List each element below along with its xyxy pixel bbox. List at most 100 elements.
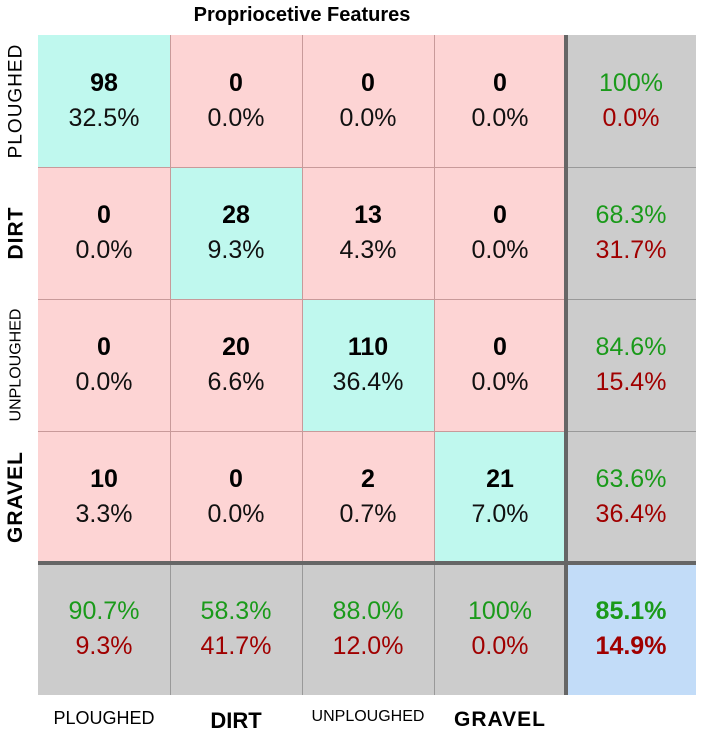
grid-line-vertical	[170, 563, 171, 695]
column-label: PLOUGHED	[53, 708, 155, 728]
cell-count: 0	[229, 69, 243, 97]
grid-line-vertical	[434, 563, 435, 695]
matrix-cell: 0 0.0%	[38, 299, 170, 431]
matrix-cell: 0 0.0%	[170, 431, 302, 563]
overall-error-rate: 14.9%	[595, 632, 667, 660]
row-label: PLOUGHED	[0, 35, 32, 167]
cell-percent: 0.0%	[471, 368, 529, 396]
grid-line-horizontal	[566, 431, 696, 432]
matrix-cell: 20 6.6%	[170, 299, 302, 431]
grid-line-vertical	[302, 35, 303, 563]
row-label: GRAVEL	[0, 431, 32, 563]
cell-percent: 0.0%	[207, 500, 265, 528]
column-summary-cell: 88.0% 12.0%	[302, 563, 434, 695]
cell-percent: 0.0%	[339, 104, 397, 132]
cell-percent: 3.3%	[75, 500, 133, 528]
cell-count: 98	[90, 69, 118, 97]
row-label-text: GRAVEL	[4, 451, 28, 543]
grid-line-horizontal	[38, 431, 566, 432]
matrix-cell: 0 0.0%	[434, 299, 566, 431]
cell-count: 28	[222, 201, 250, 229]
cell-count: 0	[97, 333, 111, 361]
cell-count: 10	[90, 465, 118, 493]
row-correct-rate: 68.3%	[595, 201, 667, 229]
row-correct-rate: 63.6%	[595, 465, 667, 493]
cell-percent: 36.4%	[332, 368, 404, 396]
cell-percent: 6.6%	[207, 368, 265, 396]
grid-line-vertical	[434, 35, 435, 563]
grid-line-horizontal	[566, 299, 696, 300]
matrix-cell: 10 3.3%	[38, 431, 170, 563]
cell-count: 0	[493, 69, 507, 97]
cell-count: 0	[229, 465, 243, 493]
summary-separator-vertical	[564, 35, 568, 695]
cell-count: 13	[354, 201, 382, 229]
cell-percent: 0.7%	[339, 500, 397, 528]
chart-title: Propriocetive Features	[193, 4, 411, 26]
matrix-cell: 0 0.0%	[170, 35, 302, 167]
column-error-rate: 41.7%	[200, 632, 272, 660]
row-error-rate: 15.4%	[595, 368, 667, 396]
cell-percent: 9.3%	[207, 236, 265, 264]
cell-count: 0	[493, 333, 507, 361]
matrix-cell: 2 0.7%	[302, 431, 434, 563]
matrix-cell: 13 4.3%	[302, 167, 434, 299]
matrix-cell: 28 9.3%	[170, 167, 302, 299]
matrix-cell: 21 7.0%	[434, 431, 566, 563]
cell-percent: 32.5%	[68, 104, 140, 132]
matrix-cell: 0 0.0%	[302, 35, 434, 167]
column-error-rate: 9.3%	[75, 632, 133, 660]
matrix-cell: 0 0.0%	[434, 167, 566, 299]
cell-percent: 0.0%	[75, 368, 133, 396]
column-error-rate: 0.0%	[471, 632, 529, 660]
row-label: UNPLOUGHED	[0, 299, 32, 431]
column-summary-cell: 58.3% 41.7%	[170, 563, 302, 695]
row-correct-rate: 84.6%	[595, 333, 667, 361]
row-label-text: UNPLOUGHED	[7, 308, 24, 422]
row-label-text: PLOUGHED	[5, 43, 27, 159]
row-summary-cell: 84.6% 15.4%	[566, 299, 696, 431]
row-label-text: DIRT	[4, 206, 27, 260]
row-error-rate: 31.7%	[595, 236, 667, 264]
row-correct-rate: 100%	[599, 69, 663, 97]
cell-count: 20	[222, 333, 250, 361]
cell-percent: 7.0%	[471, 500, 529, 528]
overall-accuracy-cell: 85.1% 14.9%	[566, 563, 696, 695]
cell-percent: 4.3%	[339, 236, 397, 264]
column-summary-cell: 100% 0.0%	[434, 563, 566, 695]
row-summary-cell: 100% 0.0%	[566, 35, 696, 167]
column-summary-cell: 90.7% 9.3%	[38, 563, 170, 695]
confusion-matrix: 98 32.5% 0 0.0% 0 0.0% 0 0.0% 100% 0.0% 0 0.0% 28 9.3…	[38, 35, 696, 695]
cell-percent: 0.0%	[471, 104, 529, 132]
row-error-rate: 36.4%	[595, 500, 667, 528]
column-label: UNPLOUGHED	[311, 708, 425, 725]
grid-line-horizontal	[566, 167, 696, 168]
cell-count: 0	[97, 201, 111, 229]
cell-count: 0	[493, 201, 507, 229]
matrix-cell: 0 0.0%	[434, 35, 566, 167]
column-correct-rate: 88.0%	[332, 597, 404, 625]
column-label: DIRT	[210, 708, 262, 733]
column-label: GRAVEL	[454, 708, 546, 731]
cell-count: 0	[361, 69, 375, 97]
cell-count: 21	[486, 465, 514, 493]
overall-correct-rate: 85.1%	[595, 597, 667, 625]
column-correct-rate: 90.7%	[68, 597, 140, 625]
matrix-cell: 0 0.0%	[38, 167, 170, 299]
cell-percent: 0.0%	[207, 104, 265, 132]
cell-percent: 0.0%	[471, 236, 529, 264]
cell-percent: 0.0%	[75, 236, 133, 264]
cell-count: 110	[347, 333, 389, 361]
column-error-rate: 12.0%	[332, 632, 404, 660]
row-label: DIRT	[0, 167, 32, 299]
matrix-cell: 110 36.4%	[302, 299, 434, 431]
column-correct-rate: 100%	[468, 597, 532, 625]
matrix-cell: 98 32.5%	[38, 35, 170, 167]
summary-separator-horizontal	[38, 561, 696, 565]
row-summary-cell: 68.3% 31.7%	[566, 167, 696, 299]
row-error-rate: 0.0%	[602, 104, 660, 132]
row-summary-cell: 63.6% 36.4%	[566, 431, 696, 563]
cell-count: 2	[361, 465, 375, 493]
grid-line-vertical	[302, 563, 303, 695]
column-correct-rate: 58.3%	[200, 597, 272, 625]
